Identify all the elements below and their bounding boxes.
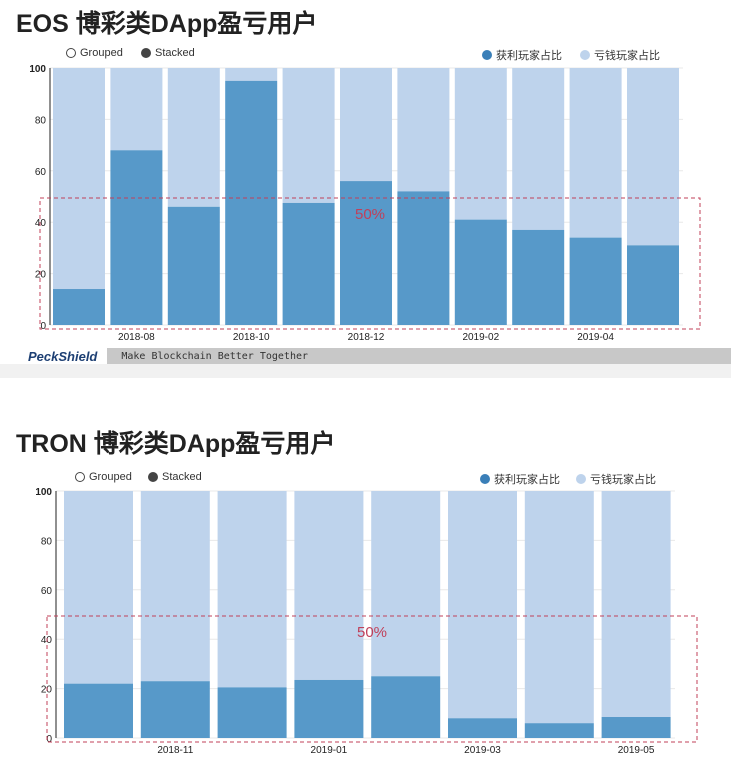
bar-lose-2018-11 bbox=[140, 491, 210, 682]
legend-label: 获利玩家占比 bbox=[496, 50, 562, 62]
x-tick-label: 2019-01 bbox=[311, 745, 348, 756]
bar-lose-2019-03 bbox=[512, 68, 565, 230]
bar-lose-2019-01 bbox=[397, 68, 450, 192]
brand-name: PeckShield bbox=[28, 348, 98, 364]
stacked-label: Stacked bbox=[162, 471, 202, 483]
radio-empty-icon bbox=[66, 48, 76, 58]
grouped-label: Grouped bbox=[80, 47, 123, 59]
legend-dot-icon bbox=[580, 50, 590, 60]
footer-bar: PeckShield Make Blockchain Better Togeth… bbox=[0, 348, 731, 364]
eos-legend-lose[interactable]: 亏钱玩家占比 bbox=[580, 47, 660, 63]
y-tick-label: 0 bbox=[40, 321, 46, 332]
bar-win-2018-11 bbox=[282, 202, 335, 325]
tron-legend-win[interactable]: 获利玩家占比 bbox=[480, 471, 560, 487]
annotation-50-percent: 50% bbox=[357, 624, 387, 641]
bar-lose-2018-10 bbox=[64, 491, 133, 684]
grouped-label: Grouped bbox=[89, 471, 132, 483]
reference-box-50 bbox=[39, 197, 701, 330]
tron-chart-title: TRON 博彩类DApp盈亏用户 bbox=[16, 430, 336, 458]
bar-win-2019-04 bbox=[524, 723, 594, 738]
legend-dot-icon bbox=[480, 474, 490, 484]
bar-lose-2019-03 bbox=[448, 491, 517, 719]
bar-win-2019-04 bbox=[569, 237, 622, 325]
stacked-label: Stacked bbox=[155, 47, 195, 59]
bar-win-2019-02 bbox=[454, 219, 507, 325]
y-tick-label: 40 bbox=[35, 218, 47, 229]
legend-label: 亏钱玩家占比 bbox=[594, 50, 660, 62]
eos-legend-win[interactable]: 获利玩家占比 bbox=[482, 47, 562, 63]
reference-box-50 bbox=[46, 615, 698, 743]
tron-legend-lose[interactable]: 亏钱玩家占比 bbox=[576, 471, 656, 487]
radio-empty-icon bbox=[75, 472, 85, 482]
tagline: Make Blockchain Better Together bbox=[121, 350, 309, 362]
bar-lose-2019-04 bbox=[569, 68, 622, 238]
bar-lose-2018-09 bbox=[167, 68, 220, 207]
bar-win-2018-07 bbox=[53, 289, 105, 325]
legend-dot-icon bbox=[482, 50, 492, 60]
y-tick-label: 80 bbox=[35, 115, 47, 126]
bar-lose-2019-02 bbox=[454, 68, 507, 220]
x-tick-label: 2019-03 bbox=[464, 745, 501, 756]
bar-lose-2019-01 bbox=[294, 491, 364, 680]
y-tick-label: 0 bbox=[46, 734, 52, 745]
bar-win-2019-03 bbox=[448, 718, 517, 738]
eos-grouped-toggle[interactable]: Grouped bbox=[66, 47, 123, 59]
bar-lose-2018-07 bbox=[53, 68, 105, 290]
y-tick-label: 80 bbox=[41, 536, 53, 547]
bar-win-2018-12 bbox=[340, 181, 392, 325]
bar-win-2018-10 bbox=[64, 683, 133, 738]
y-tick-label: 20 bbox=[35, 270, 47, 281]
radio-filled-icon bbox=[141, 48, 151, 58]
bar-win-2019-03 bbox=[512, 229, 565, 325]
bar-win-2018-10 bbox=[225, 80, 278, 325]
peckshield-logo: PeckShield bbox=[0, 348, 108, 364]
divider bbox=[0, 364, 731, 378]
bar-lose-2018-12 bbox=[217, 491, 287, 688]
y-tick-label: 100 bbox=[29, 64, 46, 75]
bar-win-2019-01 bbox=[294, 679, 364, 738]
bar-lose-2018-10 bbox=[225, 68, 278, 81]
bar-win-2019-05 bbox=[601, 717, 671, 738]
bar-lose-2019-02 bbox=[371, 491, 441, 677]
x-tick-label: 2018-08 bbox=[118, 332, 155, 343]
x-tick-label: 2019-02 bbox=[462, 332, 499, 343]
bar-lose-2018-08 bbox=[110, 68, 163, 151]
x-tick-label: 2018-12 bbox=[348, 332, 385, 343]
x-tick-label: 2019-04 bbox=[577, 332, 614, 343]
tron-stacked-toggle[interactable]: Stacked bbox=[148, 471, 202, 483]
eos-stacked-toggle[interactable]: Stacked bbox=[141, 47, 195, 59]
bar-win-2018-08 bbox=[110, 150, 163, 325]
bar-win-2019-01 bbox=[397, 191, 450, 325]
x-tick-label: 2018-11 bbox=[157, 745, 193, 756]
eos-chart-title: EOS 博彩类DApp盈亏用户 bbox=[16, 10, 318, 38]
radio-filled-icon bbox=[148, 472, 158, 482]
bar-win-2019-05 bbox=[627, 245, 679, 325]
bar-lose-2019-05 bbox=[601, 491, 671, 718]
x-tick-label: 2018-10 bbox=[233, 332, 270, 343]
bar-win-2019-02 bbox=[371, 676, 441, 738]
bar-lose-2018-11 bbox=[282, 68, 335, 203]
bar-win-2018-09 bbox=[167, 206, 220, 325]
annotation-50-percent: 50% bbox=[355, 206, 385, 223]
legend-label: 获利玩家占比 bbox=[494, 474, 560, 486]
legend-label: 亏钱玩家占比 bbox=[590, 474, 656, 486]
y-tick-label: 60 bbox=[41, 586, 53, 597]
legend-dot-icon bbox=[576, 474, 586, 484]
x-tick-label: 2019-05 bbox=[618, 745, 655, 756]
tron-grouped-toggle[interactable]: Grouped bbox=[75, 471, 132, 483]
bar-lose-2018-12 bbox=[340, 68, 392, 182]
y-tick-label: 60 bbox=[35, 167, 47, 178]
bar-lose-2019-05 bbox=[627, 68, 679, 246]
bar-win-2018-12 bbox=[217, 687, 287, 738]
bar-lose-2019-04 bbox=[524, 491, 594, 724]
eos-bar-chart: 0 20 40 60 80 100 2018-08 2018-10 2018-12 2019-02… bbox=[29, 64, 701, 343]
bar-win-2018-11 bbox=[140, 681, 210, 738]
y-tick-label: 100 bbox=[35, 487, 52, 498]
